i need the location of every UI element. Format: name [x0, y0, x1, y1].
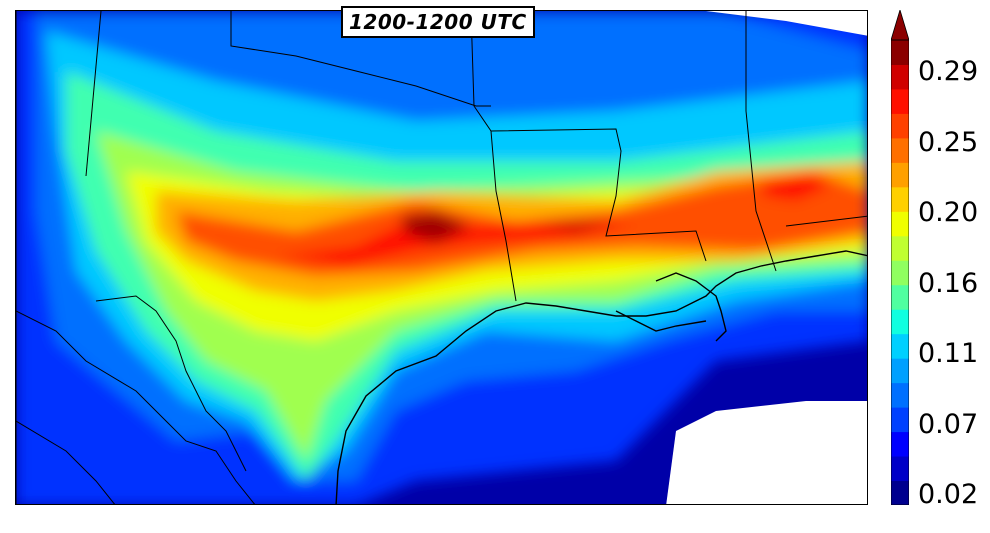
- colorbar-segment: [891, 456, 909, 482]
- colorbar-segment: [891, 284, 909, 310]
- colorbar-segment: [891, 64, 909, 90]
- colorbar-segment: [891, 358, 909, 384]
- colorbar-segment: [891, 186, 909, 212]
- colorbar-segment: [891, 40, 909, 65]
- colorbar-tick-label: 0.20: [918, 197, 979, 228]
- colorbar-segment: [891, 260, 909, 286]
- colorbar-segment: [891, 309, 909, 335]
- map-canvas: [16, 11, 867, 504]
- map-title: 1200-1200 UTC: [341, 6, 535, 38]
- colorbar-tick-label: 0.25: [918, 127, 979, 158]
- colorbar-segment: [891, 113, 909, 139]
- colorbar-segment: [891, 431, 909, 457]
- colorbar-segment: [891, 88, 909, 114]
- precipitation-map: [15, 10, 868, 505]
- colorbar-segment: [891, 137, 909, 163]
- colorbar-segment: [891, 235, 909, 261]
- colorbar-tick-label: 0.07: [918, 409, 979, 440]
- colorbar-segment: [891, 333, 909, 359]
- colorbar-tick-label: 0.11: [918, 338, 979, 369]
- colorbar-segment: [891, 211, 909, 237]
- colorbar-tick-label: 0.29: [918, 56, 979, 87]
- colorbar-segment: [891, 480, 909, 505]
- colorbar-segment: [891, 382, 909, 408]
- colorbar-extend-arrow: [891, 10, 909, 41]
- boundary-lines: [16, 11, 867, 504]
- colorbar-segment: [891, 162, 909, 188]
- colorbar-segment: [891, 407, 909, 433]
- colorbar-tick-label: 0.02: [918, 479, 979, 510]
- colorbar: [891, 10, 909, 505]
- coastline: [335, 250, 867, 504]
- colorbar-tick-label: 0.16: [918, 268, 979, 299]
- contour-fill: [16, 11, 867, 504]
